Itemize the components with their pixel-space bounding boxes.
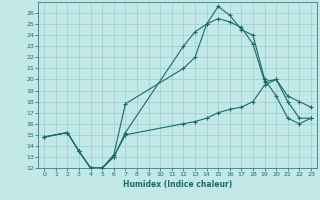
X-axis label: Humidex (Indice chaleur): Humidex (Indice chaleur) <box>123 180 232 189</box>
